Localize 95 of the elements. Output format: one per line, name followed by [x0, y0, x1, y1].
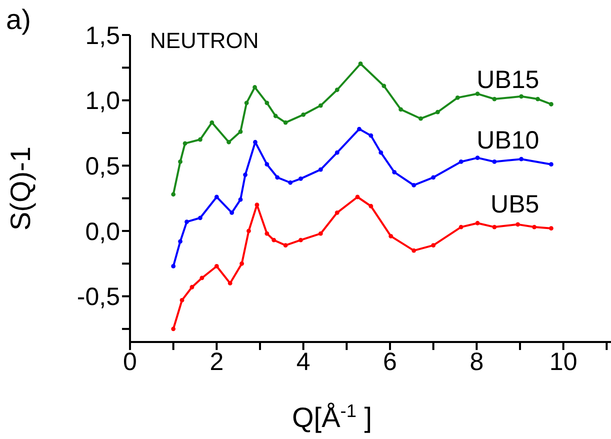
point	[536, 96, 540, 102]
point	[240, 261, 244, 266]
point	[171, 326, 176, 332]
y-axis-title: S(Q)-1	[5, 146, 36, 230]
point	[275, 175, 280, 180]
point	[398, 107, 404, 112]
point	[492, 160, 497, 164]
x-tick-label: 10	[549, 348, 578, 376]
point	[358, 62, 363, 66]
point	[549, 226, 554, 231]
y-tick-label: 0,5	[85, 152, 120, 181]
x-tick-label: 2	[210, 348, 224, 376]
y-tick-label: 1,5	[85, 22, 120, 50]
x-tick-label: 8	[470, 348, 484, 376]
point	[455, 96, 460, 100]
point	[238, 129, 243, 134]
point	[458, 160, 464, 164]
x-tick-label: 4	[296, 348, 310, 376]
point	[475, 156, 480, 160]
point	[298, 176, 303, 181]
x-tick-label: 0	[123, 348, 137, 376]
point	[272, 238, 276, 242]
point	[318, 231, 323, 236]
point	[382, 84, 386, 88]
point	[549, 102, 554, 106]
series-label: UB10	[476, 126, 540, 154]
point	[264, 231, 270, 236]
point	[532, 224, 536, 230]
point	[243, 172, 248, 177]
point	[318, 103, 323, 108]
point	[412, 183, 416, 188]
point	[264, 162, 270, 167]
point	[355, 194, 360, 200]
series-label: UB5	[490, 190, 540, 218]
point	[244, 100, 249, 106]
point	[368, 204, 374, 208]
point	[200, 276, 204, 280]
point	[298, 238, 303, 242]
point	[334, 210, 340, 215]
point	[492, 224, 497, 230]
series-label: UB15	[476, 66, 540, 94]
point	[516, 222, 520, 227]
point	[228, 281, 232, 286]
point	[435, 110, 440, 114]
point	[301, 112, 306, 117]
point	[392, 170, 397, 174]
point	[475, 92, 480, 96]
point	[230, 210, 234, 215]
point	[283, 243, 288, 248]
point	[549, 162, 554, 167]
point	[178, 160, 182, 164]
point	[171, 192, 176, 197]
point	[519, 156, 524, 162]
text: a)	[6, 4, 31, 36]
point	[334, 150, 340, 155]
point	[458, 224, 464, 230]
point	[246, 228, 251, 234]
point	[190, 284, 194, 290]
point	[431, 243, 436, 248]
point	[178, 239, 182, 244]
point	[357, 126, 362, 132]
x-tick-label: 6	[383, 348, 397, 376]
point	[368, 133, 374, 138]
point	[214, 194, 219, 200]
point	[273, 114, 278, 118]
point	[180, 298, 184, 302]
point	[264, 100, 270, 106]
point	[283, 120, 288, 125]
point	[318, 167, 323, 172]
point	[475, 220, 480, 226]
point	[288, 180, 293, 185]
point	[492, 96, 497, 102]
y-tick-label: 1,0	[85, 87, 120, 116]
y-tick-label: 0,0	[85, 218, 120, 246]
point	[334, 88, 340, 92]
point	[226, 140, 231, 144]
annotation: NEUTRON	[150, 28, 259, 54]
point	[388, 234, 394, 238]
y-tick-label: -0,5	[76, 283, 120, 312]
point	[252, 85, 257, 90]
point	[412, 248, 416, 253]
point	[198, 216, 202, 220]
point	[253, 140, 258, 144]
point	[238, 197, 243, 202]
point	[210, 120, 214, 125]
point	[431, 175, 436, 180]
point	[418, 116, 423, 121]
point	[171, 264, 176, 268]
point	[184, 220, 189, 224]
point	[519, 94, 524, 99]
point	[378, 150, 384, 155]
point	[214, 264, 219, 268]
point	[182, 141, 188, 146]
point	[198, 137, 202, 142]
x-axis-title: Q[Å$^{-1}$]	[292, 401, 372, 433]
